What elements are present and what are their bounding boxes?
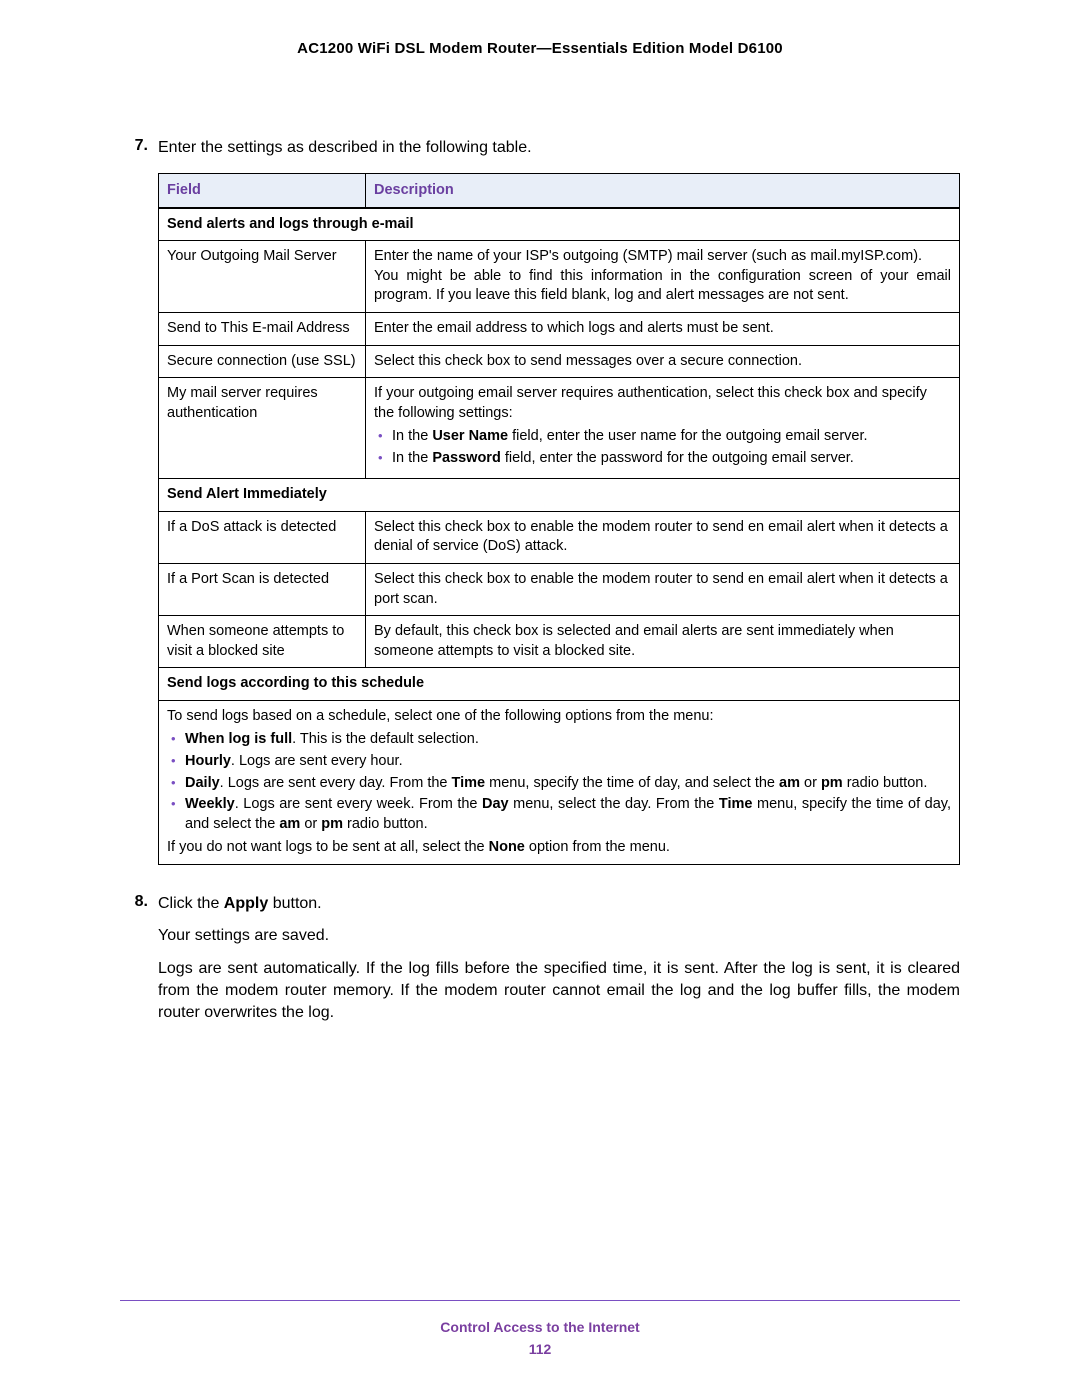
li-text: . Logs are sent every week. From the	[235, 796, 482, 812]
field-cell: Secure connection (use SSL)	[159, 345, 366, 378]
li-bold: User Name	[432, 428, 508, 444]
list-item: Daily. Logs are sent every day. From the…	[185, 774, 951, 794]
table-section-row: Send Alert Immediately	[159, 479, 960, 512]
field-cell: If a Port Scan is detected	[159, 564, 366, 616]
li-text: menu, select the day. From the	[509, 796, 719, 812]
table-row: To send logs based on a schedule, select…	[159, 700, 960, 864]
li-bold: Password	[432, 450, 501, 466]
desc-cell: Enter the email address to which logs an…	[366, 312, 960, 345]
desc-p1: Enter the name of your ISP's outgoing (S…	[374, 247, 951, 267]
list-item: In the User Name field, enter the user n…	[392, 427, 951, 447]
desc-cell: Select this check box to enable the mode…	[366, 511, 960, 563]
desc-p1: If your outgoing email server requires a…	[374, 384, 951, 423]
li-bold: Time	[719, 796, 753, 812]
li-pre: In the	[392, 450, 432, 466]
schedule-cell: To send logs based on a schedule, select…	[159, 700, 960, 864]
desc-cell: If your outgoing email server requires a…	[366, 378, 960, 479]
table-section-row: Send alerts and logs through e-mail	[159, 208, 960, 241]
li-bold: pm	[321, 816, 343, 832]
desc-cell: By default, this check box is selected a…	[366, 616, 960, 668]
th-field: Field	[159, 174, 366, 208]
settings-table: Field Description Send alerts and logs t…	[158, 173, 960, 864]
page-footer: Control Access to the Internet 112	[120, 1300, 960, 1357]
li-post: radio button.	[343, 816, 428, 832]
schedule-intro: To send logs based on a schedule, select…	[167, 707, 951, 727]
table-header-row: Field Description	[159, 174, 960, 208]
li-pre: In the	[392, 428, 432, 444]
list-item: When log is full. This is the default se…	[185, 730, 951, 750]
li-bold: Time	[452, 775, 486, 791]
step-body: Click the Apply button. Your settings ar…	[158, 893, 960, 1035]
footer-page-number: 112	[120, 1341, 960, 1357]
l1-pre: Click the	[158, 895, 224, 912]
step-number: 7.	[120, 137, 158, 879]
table-row: Secure connection (use SSL) Select this …	[159, 345, 960, 378]
field-cell: Send to This E-mail Address	[159, 312, 366, 345]
table-row: If a DoS attack is detected Select this …	[159, 511, 960, 563]
schedule-list: When log is full. This is the default se…	[167, 730, 951, 834]
li-bold: am	[279, 816, 300, 832]
li-bold: am	[779, 775, 800, 791]
table-row: Send to This E-mail Address Enter the em…	[159, 312, 960, 345]
table-row: Your Outgoing Mail Server Enter the name…	[159, 241, 960, 313]
step-number: 8.	[120, 893, 158, 1035]
field-cell: When someone attempts to visit a blocked…	[159, 616, 366, 668]
table-row: When someone attempts to visit a blocked…	[159, 616, 960, 668]
step-8-line3: Logs are sent automatically. If the log …	[158, 958, 960, 1025]
li-bold: When log is full	[185, 731, 292, 747]
li-bold: pm	[821, 775, 843, 791]
step-8-line2: Your settings are saved.	[158, 925, 960, 947]
li-bold: Daily	[185, 775, 220, 791]
footer-section-title: Control Access to the Internet	[120, 1319, 960, 1335]
section-email: Send alerts and logs through e-mail	[159, 208, 960, 241]
section-schedule: Send logs according to this schedule	[159, 668, 960, 701]
li-post: . This is the default selection.	[292, 731, 479, 747]
step-8: 8. Click the Apply button. Your settings…	[120, 893, 960, 1035]
step-8-line1: Click the Apply button.	[158, 893, 960, 915]
schedule-outro: If you do not want logs to be sent at al…	[167, 838, 951, 858]
footer-divider	[120, 1300, 960, 1301]
desc-cell: Select this check box to send messages o…	[366, 345, 960, 378]
li-text: or	[800, 775, 821, 791]
table-row: My mail server requires authentication I…	[159, 378, 960, 479]
desc-p2: You might be able to find this informati…	[374, 267, 951, 306]
li-text: menu, specify the time of day, and selec…	[485, 775, 779, 791]
desc-cell: Select this check box to enable the mode…	[366, 564, 960, 616]
list-item: In the Password field, enter the passwor…	[392, 449, 951, 469]
li-text: or	[300, 816, 321, 832]
table-section-row: Send logs according to this schedule	[159, 668, 960, 701]
li-bold: Hourly	[185, 753, 231, 769]
li-post: . Logs are sent every hour.	[231, 753, 403, 769]
li-post: radio button.	[843, 775, 928, 791]
field-cell: My mail server requires authentication	[159, 378, 366, 479]
step-7: 7. Enter the settings as described in th…	[120, 137, 960, 879]
li-post: field, enter the user name for the outgo…	[508, 428, 867, 444]
li-text: . Logs are sent every day. From the	[220, 775, 452, 791]
step-7-text: Enter the settings as described in the f…	[158, 137, 960, 159]
table-row: If a Port Scan is detected Select this c…	[159, 564, 960, 616]
document-page: AC1200 WiFi DSL Modem Router—Essentials …	[0, 0, 1080, 1397]
outro-pre: If you do not want logs to be sent at al…	[167, 839, 489, 855]
l1-bold: Apply	[224, 895, 268, 912]
outro-post: option from the menu.	[525, 839, 670, 855]
desc-cell: Enter the name of your ISP's outgoing (S…	[366, 241, 960, 313]
th-description: Description	[366, 174, 960, 208]
auth-list: In the User Name field, enter the user n…	[374, 427, 951, 468]
field-cell: If a DoS attack is detected	[159, 511, 366, 563]
field-cell: Your Outgoing Mail Server	[159, 241, 366, 313]
outro-bold: None	[489, 839, 525, 855]
section-alert: Send Alert Immediately	[159, 479, 960, 512]
li-bold: Weekly	[185, 796, 235, 812]
l1-post: button.	[268, 895, 321, 912]
step-body: Enter the settings as described in the f…	[158, 137, 960, 879]
li-post: field, enter the password for the outgoi…	[501, 450, 854, 466]
li-bold: Day	[482, 796, 509, 812]
page-header-title: AC1200 WiFi DSL Modem Router—Essentials …	[120, 40, 960, 57]
list-item: Weekly. Logs are sent every week. From t…	[185, 795, 951, 834]
list-item: Hourly. Logs are sent every hour.	[185, 752, 951, 772]
